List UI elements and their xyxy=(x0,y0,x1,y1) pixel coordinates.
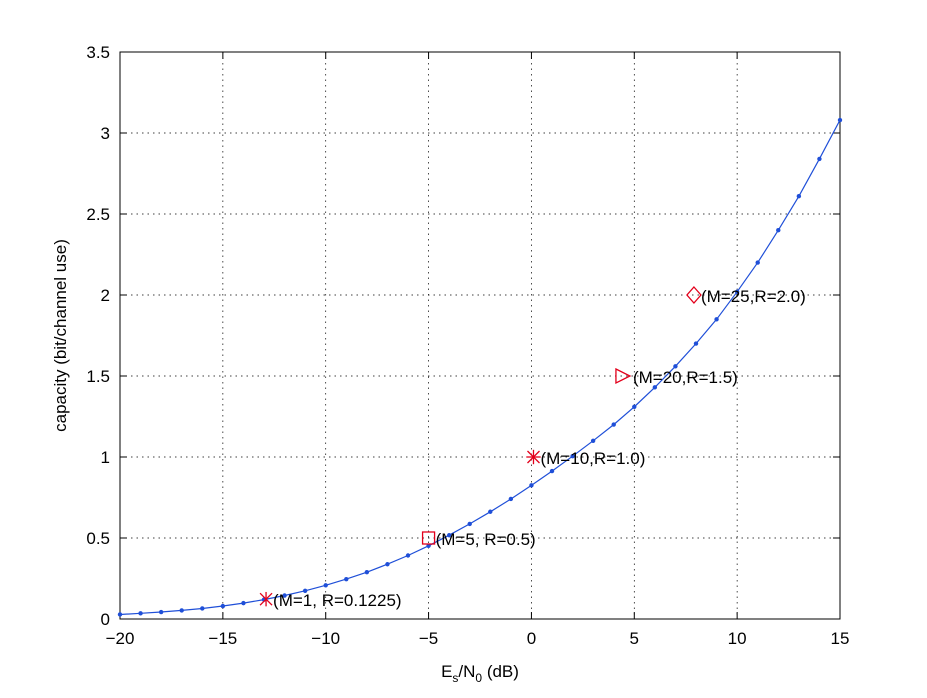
data-point xyxy=(652,385,658,390)
annotation-label: (M=5, R=0.5) xyxy=(436,530,536,549)
y-axis-label: capacity (bit/channel use) xyxy=(51,239,70,432)
annotation-diamond-marker xyxy=(686,286,702,304)
annotation-asterisk-marker xyxy=(526,449,541,465)
grid xyxy=(120,52,840,619)
data-point xyxy=(776,228,781,233)
data-point xyxy=(467,521,472,527)
data-point xyxy=(529,483,534,488)
data-point xyxy=(817,156,822,162)
data-point xyxy=(344,576,349,582)
y-tick-label: 1.5 xyxy=(86,367,110,386)
data-point xyxy=(405,553,411,558)
capacity-curve xyxy=(119,119,841,616)
data-point xyxy=(714,317,719,322)
x-tick-label: 15 xyxy=(831,629,850,648)
x-tick-label: 5 xyxy=(630,629,639,648)
data-point xyxy=(755,260,760,265)
data-point xyxy=(673,364,678,369)
data-point xyxy=(837,117,843,123)
data-point xyxy=(158,609,164,615)
annotation-label: (M=1, R=0.1225) xyxy=(273,591,402,610)
data-point xyxy=(138,611,143,616)
data-point xyxy=(426,543,431,548)
data-point xyxy=(117,612,123,617)
data-point xyxy=(693,341,699,346)
annotation-triangle-right-marker xyxy=(615,367,632,385)
data-point xyxy=(364,569,370,575)
data-point xyxy=(282,593,287,598)
x-tick-label: −10 xyxy=(311,629,340,648)
data-point xyxy=(508,496,514,502)
data-point xyxy=(323,583,328,588)
data-point xyxy=(446,533,452,538)
data-point xyxy=(590,438,596,443)
annotation-star-marker xyxy=(259,591,273,607)
data-point xyxy=(241,600,246,606)
data-point xyxy=(734,289,740,294)
y-tick-label: 0.5 xyxy=(86,529,110,548)
x-tick-label: −5 xyxy=(419,629,438,648)
annotations: (M=1, R=0.1225) (M=5, R=0.5) (M=10,R=1.0) (… xyxy=(259,286,806,610)
data-point xyxy=(549,468,555,474)
data-point xyxy=(570,453,575,459)
annotation-label: (M=10,R=1.0) xyxy=(540,449,645,468)
plot-area-frame xyxy=(119,51,841,620)
y-tick-label: 3.5 xyxy=(86,43,110,62)
annotation-square-marker xyxy=(421,531,436,545)
x-axis-label: Es/N0 (dB) xyxy=(441,662,519,685)
data-point xyxy=(796,193,802,199)
data-point xyxy=(611,422,616,427)
data-point xyxy=(632,404,637,409)
data-point xyxy=(179,608,184,613)
annotation-label: (M=20,R=1.5) xyxy=(633,368,738,387)
x-tick-label: −20 xyxy=(106,629,135,648)
y-tick-label: 2 xyxy=(101,286,110,305)
y-tick-label: 0 xyxy=(101,610,110,629)
y-tick-label: 1 xyxy=(101,448,110,467)
x-tick-label: 0 xyxy=(527,629,536,648)
y-tick-label: 2.5 xyxy=(86,205,110,224)
data-point xyxy=(220,603,226,609)
series-points xyxy=(117,117,843,617)
annotation-label: (M=25,R=2.0) xyxy=(701,287,806,306)
x-tick-label: 10 xyxy=(728,629,747,648)
data-point xyxy=(200,606,205,611)
axis-ticks: −20 −15 −10 −5 0 5 10 15 0 0.5 1 1.5 2 2.5 3 3.5 xyxy=(86,43,849,648)
data-point xyxy=(385,562,390,567)
data-point xyxy=(302,588,308,594)
x-tick-label: −15 xyxy=(208,629,237,648)
data-point xyxy=(488,509,493,514)
series-line xyxy=(119,119,841,616)
y-tick-label: 3 xyxy=(101,124,110,143)
